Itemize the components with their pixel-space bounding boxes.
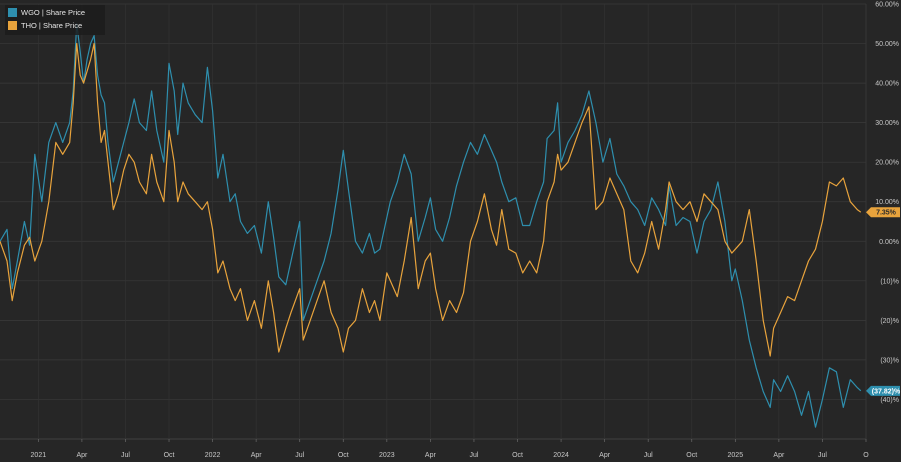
series-line-wgo — [0, 23, 862, 428]
y-tick-label: 20.00% — [875, 160, 899, 167]
x-tick-label: Apr — [773, 452, 785, 459]
y-tick-label: (10)% — [880, 278, 899, 285]
end-label-value: 7.35% — [876, 210, 897, 217]
x-tick-label: O — [863, 452, 869, 459]
x-tick-label: Oct — [686, 452, 697, 459]
x-tick-label: Apr — [76, 452, 88, 459]
x-tick-label: Oct — [338, 452, 349, 459]
x-tick-label: Jul — [469, 452, 478, 459]
y-tick-label: 50.00% — [875, 41, 899, 48]
x-tick-label: Oct — [164, 452, 175, 459]
legend-swatch — [8, 21, 17, 30]
end-labels: (37.82)% 7.35% — [866, 207, 901, 396]
x-tick-label: 2021 — [31, 452, 47, 459]
y-tick-label: 40.00% — [875, 81, 899, 88]
x-tick-label: Jul — [121, 452, 130, 459]
end-label-tag — [866, 385, 900, 396]
y-tick-label: 0.00% — [879, 239, 899, 246]
x-axis: 2021 Apr Jul Oct 2022 Apr Jul Oct 2023 Apr Jul Oct 2… — [31, 439, 869, 459]
y-tick-label: (20)% — [880, 318, 899, 325]
end-label-tag — [866, 207, 900, 218]
y-tick-label: (40)% — [880, 397, 899, 404]
x-tick-label: Apr — [251, 452, 263, 459]
x-tick-label: 2022 — [205, 452, 221, 459]
x-tick-label: Jul — [295, 452, 304, 459]
x-tick-label: 2024 — [553, 452, 569, 459]
y-tick-label: 10.00% — [875, 199, 899, 206]
x-tick-label: Apr — [599, 452, 611, 459]
x-tick-label: Apr — [425, 452, 437, 459]
series-layer — [0, 23, 862, 428]
legend-label: THO | Share Price — [21, 21, 82, 30]
x-tick-label: 2023 — [379, 452, 395, 459]
legend-swatch — [8, 8, 17, 17]
y-tick-label: 30.00% — [875, 120, 899, 127]
x-tick-label: Oct — [512, 452, 523, 459]
x-tick-label: Jul — [644, 452, 653, 459]
series-line-tho — [0, 42, 862, 357]
legend-label: WGO | Share Price — [21, 8, 85, 17]
end-label-value: (37.82)% — [872, 388, 901, 395]
y-axis: 60.00% 50.00% 40.00% 30.00% 20.00% 10.00% 0.00… — [875, 2, 899, 404]
x-tick-label: 2025 — [728, 452, 744, 459]
y-tick-label: (30)% — [880, 357, 899, 364]
legend: WGO | Share Price THO | Share Price — [5, 5, 105, 35]
x-tick-label: Jul — [818, 452, 827, 459]
grid-lines — [0, 3, 867, 440]
y-tick-label: 60.00% — [875, 2, 899, 9]
legend-box — [5, 5, 105, 35]
